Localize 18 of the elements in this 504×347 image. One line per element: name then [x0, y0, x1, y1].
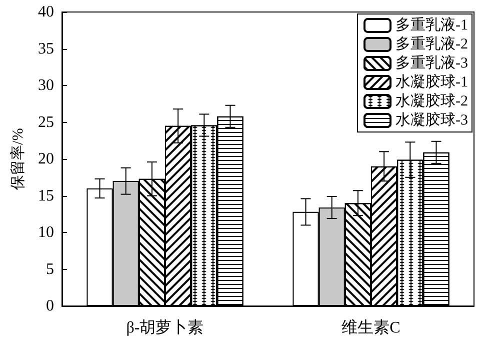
legend-label: 多重乳液-2: [396, 36, 468, 52]
y-tick-label: 40: [38, 4, 54, 20]
y-tick-label: 20: [38, 150, 54, 168]
y-tick-label: 0: [46, 298, 54, 314]
y-axis-title: 保留率/%: [10, 128, 26, 190]
x-tick-label: β-胡萝卜素: [126, 318, 204, 336]
y-tick-label: 30: [38, 77, 54, 94]
y-tick-label: 10: [38, 224, 54, 241]
y-tick-label: 25: [38, 114, 54, 131]
legend-label: 多重乳液-3: [396, 54, 468, 72]
legend-label: 水凝胶球-1: [396, 74, 468, 90]
legend-label: 水凝胶球-3: [396, 112, 468, 128]
y-tick-label: 5: [46, 260, 54, 278]
x-tick-label: 维生素C: [342, 318, 400, 336]
legend-label: 水凝胶球-2: [396, 92, 468, 110]
y-tick-label: 35: [38, 40, 54, 58]
legend-label: 多重乳液-1: [396, 16, 468, 34]
y-tick-label: 15: [38, 187, 54, 204]
